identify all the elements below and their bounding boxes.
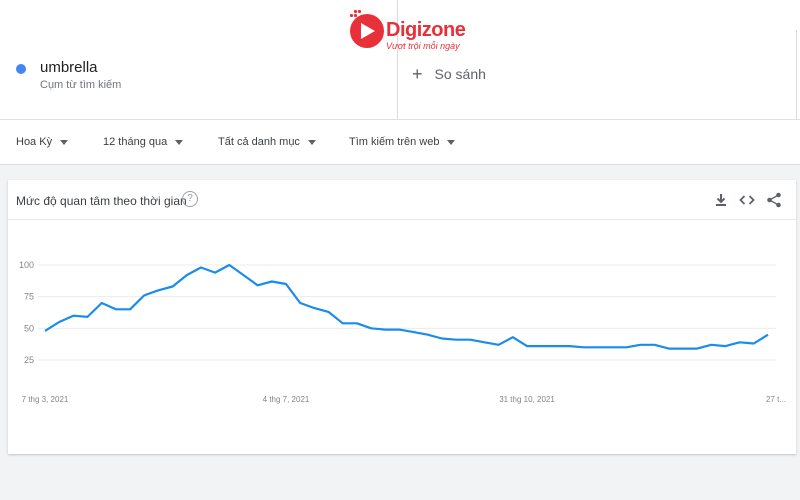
data-point[interactable] <box>199 266 202 269</box>
data-point[interactable] <box>285 283 288 286</box>
card-title: Mức độ quan tâm theo thời gian <box>16 194 187 208</box>
data-point[interactable] <box>313 307 316 310</box>
logo-tagline: Vượt trội mỗi ngày <box>386 41 460 51</box>
time-range-filter-label: 12 tháng qua <box>103 136 168 148</box>
data-point[interactable] <box>540 345 543 348</box>
data-point[interactable] <box>738 341 741 344</box>
data-point[interactable] <box>355 322 358 325</box>
data-point[interactable] <box>72 314 75 317</box>
region-filter-label: Hoa Kỳ <box>16 136 53 148</box>
search-term-type: Cụm từ tìm kiếm <box>40 79 122 91</box>
data-point[interactable] <box>242 274 245 277</box>
data-point[interactable] <box>611 346 614 349</box>
play-icon <box>361 23 375 39</box>
data-point[interactable] <box>440 337 443 340</box>
share-icon[interactable] <box>765 191 783 209</box>
data-point[interactable] <box>58 321 61 324</box>
data-point[interactable] <box>157 289 160 292</box>
series-line-umbrella[interactable] <box>44 263 769 350</box>
compare-button[interactable]: + So sánh <box>412 64 486 84</box>
data-point[interactable] <box>341 322 344 325</box>
download-icon[interactable] <box>712 191 730 209</box>
data-point[interactable] <box>582 346 585 349</box>
data-point[interactable] <box>667 347 670 350</box>
data-point[interactable] <box>86 315 89 318</box>
term-row: umbrella Cụm từ tìm kiếm + So sánh <box>0 0 800 120</box>
data-point[interactable] <box>370 327 373 330</box>
data-point[interactable] <box>114 308 117 311</box>
data-point[interactable] <box>214 271 217 274</box>
data-point[interactable] <box>129 308 132 311</box>
digizone-logo: Digizone Vượt trội mỗi ngày <box>348 8 488 54</box>
data-point[interactable] <box>710 343 713 346</box>
data-point[interactable] <box>171 285 174 288</box>
data-point[interactable] <box>270 280 273 283</box>
data-point[interactable] <box>185 274 188 277</box>
search-term-label[interactable]: umbrella <box>40 59 98 76</box>
data-point[interactable] <box>767 333 770 336</box>
data-point[interactable] <box>100 302 103 305</box>
data-point[interactable] <box>483 341 486 344</box>
logo-dots <box>348 10 362 20</box>
data-point[interactable] <box>639 343 642 346</box>
data-point[interactable] <box>752 342 755 345</box>
interest-over-time-card: Mức độ quan tâm theo thời gian ? 25 50 75 1… <box>8 180 796 454</box>
filter-bar: Hoa Kỳ 12 tháng qua Tất cả danh mục Tìm … <box>0 121 800 165</box>
data-point[interactable] <box>724 345 727 348</box>
chevron-down-icon <box>307 139 316 145</box>
divider <box>796 30 797 120</box>
category-filter-label: Tất cả danh mục <box>218 136 300 148</box>
data-point[interactable] <box>511 336 514 339</box>
data-point[interactable] <box>327 310 330 313</box>
y-tick-label: 50 <box>24 323 34 333</box>
search-type-filter-label: Tìm kiếm trên web <box>349 136 440 148</box>
data-point[interactable] <box>426 333 429 336</box>
x-tick-label: 27 t... <box>766 395 786 404</box>
x-tick-label: 7 thg 3, 2021 <box>22 395 69 404</box>
chevron-down-icon <box>175 139 184 145</box>
data-point[interactable] <box>554 345 557 348</box>
y-tick-label: 25 <box>24 355 34 365</box>
data-point[interactable] <box>469 338 472 341</box>
data-point[interactable] <box>681 347 684 350</box>
y-tick-label: 100 <box>19 260 34 270</box>
logo-name: Digizone <box>386 19 466 41</box>
search-type-filter[interactable]: Tìm kiếm trên web <box>349 136 456 148</box>
data-point[interactable] <box>44 329 47 332</box>
x-tick-label: 4 thg 7, 2021 <box>263 395 310 404</box>
compare-label: So sánh <box>434 66 486 82</box>
data-point[interactable] <box>696 347 699 350</box>
data-point[interactable] <box>625 346 628 349</box>
data-point[interactable] <box>526 345 529 348</box>
data-point[interactable] <box>143 294 146 297</box>
search-term-card[interactable]: umbrella Cụm từ tìm kiếm <box>0 0 398 120</box>
embed-icon[interactable] <box>738 191 756 209</box>
data-point[interactable] <box>653 343 656 346</box>
data-point[interactable] <box>596 346 599 349</box>
data-point[interactable] <box>497 343 500 346</box>
y-tick-label: 75 <box>24 292 34 302</box>
data-point[interactable] <box>412 331 415 334</box>
time-range-filter[interactable]: 12 tháng qua <box>103 136 184 148</box>
chevron-down-icon <box>60 139 69 145</box>
data-point[interactable] <box>228 264 231 267</box>
data-point[interactable] <box>256 284 259 287</box>
series-color-dot <box>16 64 26 74</box>
data-point[interactable] <box>299 302 302 305</box>
category-filter[interactable]: Tất cả danh mục <box>218 136 316 148</box>
plus-icon: + <box>412 64 423 84</box>
data-point[interactable] <box>455 338 458 341</box>
data-point[interactable] <box>568 345 571 348</box>
chevron-down-icon <box>447 139 456 145</box>
x-tick-label: 31 thg 10, 2021 <box>499 395 555 404</box>
card-header: Mức độ quan tâm theo thời gian ? <box>8 180 796 220</box>
data-point[interactable] <box>384 328 387 331</box>
region-filter[interactable]: Hoa Kỳ <box>16 136 69 148</box>
help-icon[interactable]: ? <box>182 191 198 207</box>
interest-line-chart: 25 50 75 100 7 thg 3, 2021 4 thg 7, 2021 31 t… <box>19 260 786 404</box>
data-point[interactable] <box>398 328 401 331</box>
